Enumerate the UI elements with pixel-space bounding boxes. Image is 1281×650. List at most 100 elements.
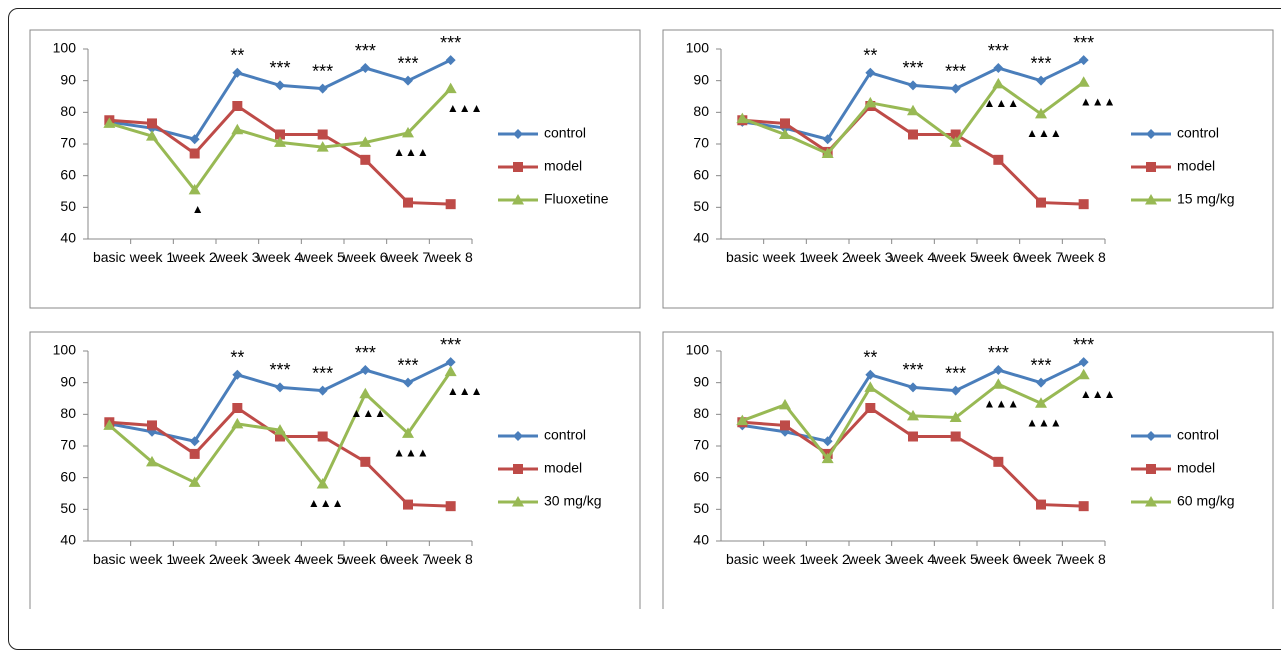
marker — [908, 80, 918, 91]
y-tick-label: 80 — [60, 405, 76, 421]
marker — [1078, 199, 1089, 210]
y-tick-label: 60 — [60, 166, 76, 182]
marker — [445, 55, 456, 66]
annotation: *** — [397, 53, 418, 73]
marker — [993, 365, 1004, 375]
marker — [512, 496, 524, 507]
marker — [360, 456, 371, 467]
annotation: ▲▲▲ — [393, 145, 429, 159]
y-tick-label: 70 — [60, 437, 76, 453]
marker — [822, 436, 833, 447]
marker — [780, 420, 790, 431]
annotation: *** — [312, 61, 333, 81]
marker — [908, 431, 918, 442]
x-tick-label: week 6 — [976, 551, 1021, 567]
marker — [1036, 197, 1046, 208]
marker — [317, 385, 328, 396]
marker — [316, 141, 329, 152]
y-tick-label: 50 — [693, 500, 709, 516]
marker — [779, 128, 791, 139]
panel — [662, 29, 1274, 309]
y-tick-label: 60 — [60, 468, 76, 484]
annotation: *** — [355, 343, 376, 363]
x-tick-label: week 3 — [215, 249, 260, 265]
annotation: ▲▲▲ — [984, 396, 1020, 410]
marker — [189, 436, 200, 447]
y-tick-label: 60 — [693, 166, 709, 182]
marker — [993, 456, 1004, 467]
marker — [780, 118, 790, 129]
marker — [403, 377, 413, 388]
marker — [231, 417, 244, 429]
annotation: *** — [397, 355, 418, 375]
annotation: *** — [988, 41, 1009, 61]
marker — [513, 129, 523, 139]
marker — [1078, 357, 1089, 368]
marker — [950, 129, 961, 140]
marker — [317, 129, 328, 140]
marker — [232, 67, 243, 78]
annotation: ▲▲▲ — [447, 384, 483, 398]
x-tick-label: week 6 — [343, 249, 388, 265]
marker — [907, 104, 919, 116]
marker — [188, 476, 201, 487]
marker — [992, 77, 1005, 89]
legend-label: model — [544, 460, 582, 476]
marker — [232, 101, 243, 111]
marker — [403, 75, 413, 86]
panel — [29, 331, 641, 609]
marker — [950, 83, 961, 94]
x-tick-label: week 7 — [385, 249, 431, 265]
annotation: ** — [863, 348, 877, 368]
annotation: ▲▲▲ — [447, 101, 483, 115]
marker — [908, 382, 918, 393]
legend-label: control — [544, 125, 586, 141]
x-tick-label: week 5 — [933, 551, 978, 567]
y-tick-label: 70 — [693, 135, 709, 151]
annotation: *** — [440, 335, 461, 355]
marker — [1146, 431, 1156, 441]
marker — [445, 199, 456, 210]
legend-label: model — [1177, 158, 1215, 174]
y-tick-label: 90 — [60, 373, 76, 389]
marker — [1146, 464, 1156, 474]
annotation: *** — [269, 58, 290, 78]
marker — [445, 501, 456, 512]
panel — [662, 331, 1274, 609]
annotation: *** — [312, 363, 333, 383]
y-tick-label: 90 — [693, 71, 709, 87]
marker — [231, 123, 244, 135]
y-tick-label: 40 — [693, 532, 709, 548]
annotation: ** — [230, 348, 244, 368]
annotation: *** — [945, 363, 966, 383]
marker — [189, 448, 200, 459]
y-tick-label: 70 — [60, 135, 76, 151]
x-tick-label: week 6 — [343, 551, 388, 567]
marker — [317, 83, 328, 94]
marker — [275, 129, 285, 140]
marker — [513, 431, 523, 441]
marker — [1077, 368, 1090, 380]
legend-label: Fluoxetine — [544, 191, 609, 207]
x-tick-label: week 2 — [172, 551, 217, 567]
x-tick-label: basic — [725, 249, 759, 265]
x-tick-label: week 1 — [129, 551, 175, 567]
x-tick-label: week 5 — [300, 551, 345, 567]
y-tick-label: 80 — [60, 103, 76, 119]
y-tick-label: 50 — [60, 198, 76, 214]
series-line — [741, 81, 1085, 156]
marker — [908, 129, 918, 140]
legend-label: model — [544, 158, 582, 174]
marker — [1035, 107, 1047, 119]
marker — [403, 197, 413, 208]
annotation: ▲▲▲ — [1080, 387, 1116, 401]
x-tick-label: week 8 — [1061, 249, 1106, 265]
marker — [864, 381, 877, 392]
x-tick-label: week 4 — [257, 249, 303, 265]
annotation: ▲▲▲ — [393, 446, 429, 460]
marker — [1077, 76, 1090, 87]
annotation: ▲▲▲ — [1026, 415, 1062, 429]
annotation: ▲ — [192, 202, 204, 216]
y-tick-label: 80 — [693, 103, 709, 119]
annotation: ▲▲▲ — [1080, 94, 1116, 108]
